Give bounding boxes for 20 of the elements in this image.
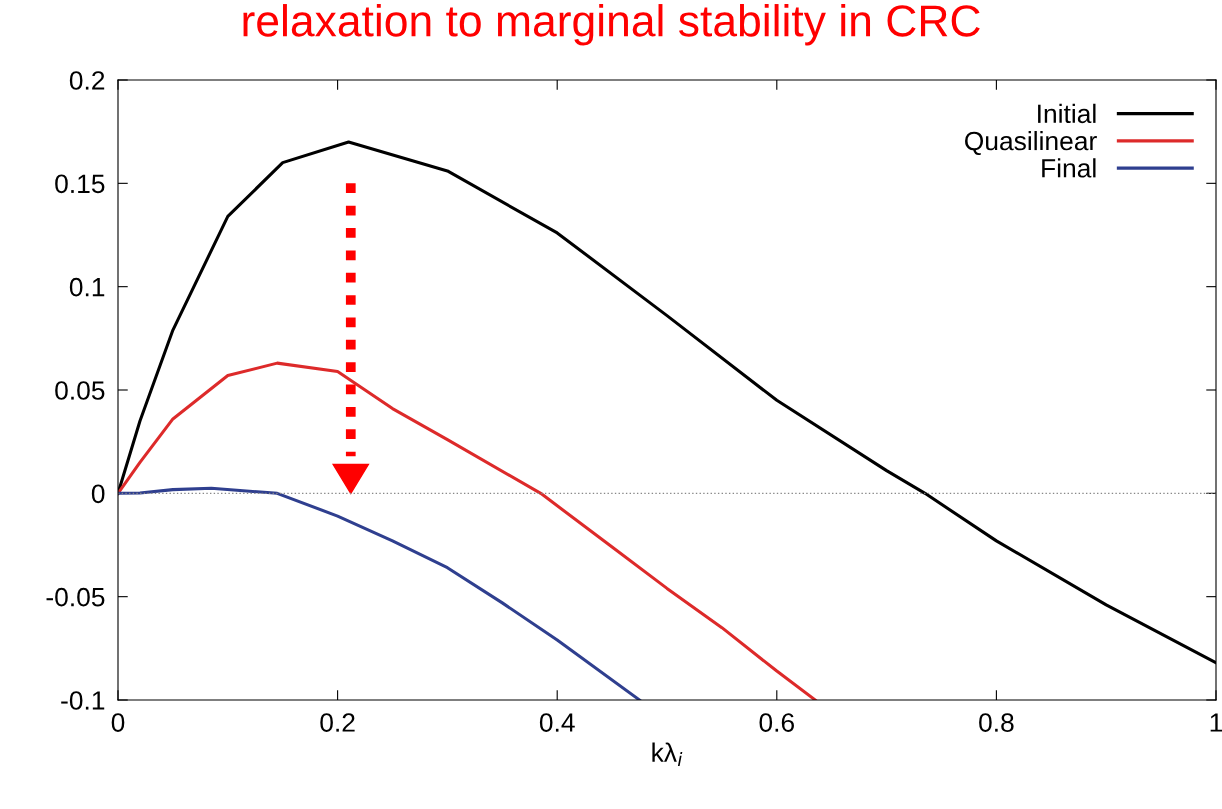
x-axis-title: kλ$_{i}$ xyxy=(652,742,683,766)
line-series xyxy=(118,486,642,700)
x-tick-label: 0 xyxy=(111,713,125,732)
line-series xyxy=(118,361,817,700)
chart-title: relaxation to marginal stability in CRC xyxy=(243,4,980,46)
legend-label: Initial xyxy=(1038,103,1096,124)
y-tick-label: 0.1 xyxy=(69,277,105,297)
legend-label: Final xyxy=(1042,158,1096,178)
y-tick-label: -0.1 xyxy=(61,691,105,710)
y-tick-label: 0.2 xyxy=(69,71,105,90)
y-tick-label: 0 xyxy=(91,484,105,504)
y-tick-label: 0.05 xyxy=(55,381,105,400)
x-tick-label: 1 xyxy=(1210,713,1222,732)
x-tick-label: 0.8 xyxy=(979,713,1014,732)
y-tick-label: 0.15 xyxy=(55,174,105,194)
x-tick-label: 0.4 xyxy=(539,713,575,732)
y-tick-label: -0.05 xyxy=(46,587,105,607)
x-tick-label: 0.6 xyxy=(759,713,794,732)
legend-label: Quasilinear xyxy=(965,130,1097,156)
x-tick-label: 0.2 xyxy=(320,713,355,732)
